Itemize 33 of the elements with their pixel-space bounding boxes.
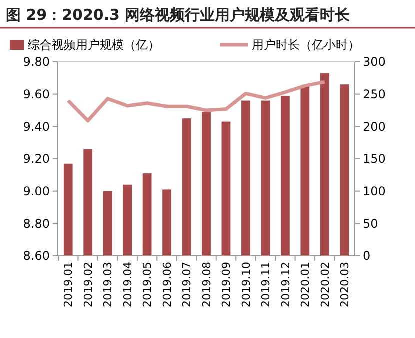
y-tick-label: 9.80 (23, 55, 50, 70)
x-tick-label: 2020.03 (338, 262, 352, 308)
y-tick-label: 8.60 (23, 249, 50, 264)
x-tick-label: 2019.06 (160, 262, 174, 308)
x-tick-label: 2019.04 (121, 262, 134, 308)
x-tick-label: 2019.01 (62, 262, 76, 308)
y-tick-label: 9.60 (23, 88, 50, 102)
y-tick-label: 9.00 (23, 184, 50, 199)
y2-tick-label: 300 (363, 55, 386, 70)
line-series (66, 80, 327, 123)
x-tick-label: 2019.08 (200, 262, 214, 308)
y-tick-label: 9.20 (23, 152, 50, 166)
x-tick-label: 2019.07 (180, 262, 194, 308)
x-tick-label: 2019.11 (260, 262, 273, 308)
x-tick-label: 2019.10 (240, 262, 253, 308)
y2-tick-label: 250 (363, 88, 386, 102)
y-tick-label: 8.80 (23, 216, 50, 231)
y-tick-label: 9.40 (23, 120, 50, 134)
y2-tick-label: 150 (363, 152, 386, 166)
legend-label: 用户时长（亿小时） (252, 38, 360, 52)
x-tick-label: 2019.03 (102, 262, 115, 308)
x-tick-label: 2019.05 (141, 262, 154, 308)
x-tick-label: 2020.01 (299, 262, 312, 308)
x-tick-label: 2020.02 (318, 262, 332, 308)
y2-tick-label: 50 (363, 216, 378, 231)
x-tick-label: 2019.09 (220, 262, 234, 308)
y2-tick-label: 200 (363, 120, 386, 134)
legend-label: 综合视频用户规模（亿） (28, 38, 160, 52)
x-tick-label: 2019.12 (279, 262, 292, 308)
x-tick-label: 2019.02 (82, 262, 95, 308)
y2-tick-label: 100 (363, 184, 386, 199)
y2-tick-label: 0 (363, 249, 371, 264)
chart-title: 图 29：2020.3 网络视频行业用户规模及观看时长 (6, 6, 352, 24)
